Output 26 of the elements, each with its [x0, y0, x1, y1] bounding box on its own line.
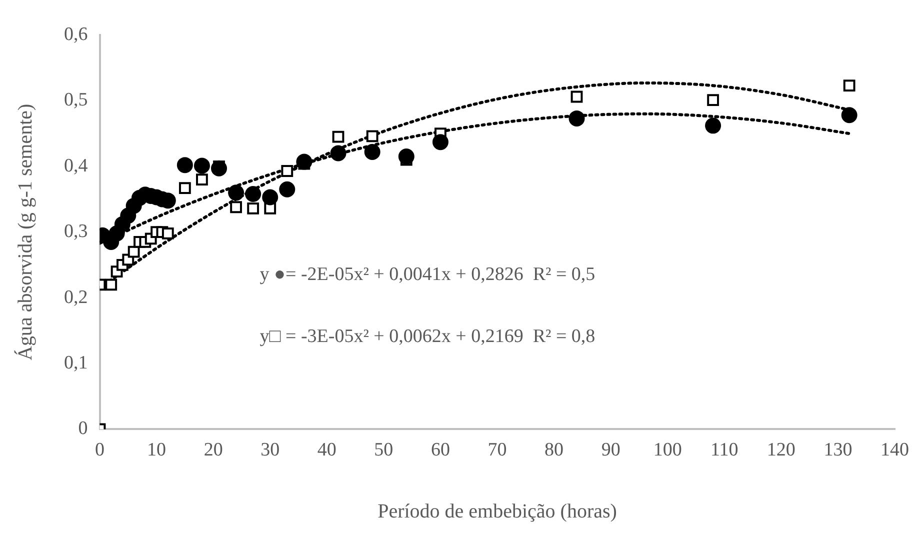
y-tick-label: 0: [78, 418, 88, 440]
y-tick-label: 0,4: [64, 155, 88, 176]
x-tick-label: 10: [147, 440, 166, 461]
x-tick-label: 0: [95, 440, 104, 461]
annotation: y□ = -3E-05x² + 0,0062x + 0,2169 R² = 0,8: [260, 326, 596, 347]
y-tick-label: 0,5: [64, 90, 88, 111]
x-tick-label: 120: [766, 440, 796, 461]
x-tick-label: 130: [824, 440, 852, 461]
y-tick-label: 0,1: [64, 352, 88, 374]
x-tick-label: 110: [710, 440, 738, 461]
x-tick-label: 20: [204, 440, 223, 461]
x-tick-label: 40: [317, 440, 336, 461]
x-tick-label: 100: [653, 440, 682, 461]
x-tick-label: 60: [430, 440, 450, 461]
y-tick-label: 0,2: [64, 286, 88, 308]
x-tick-label: 70: [488, 440, 507, 461]
x-tick-label: 80: [544, 440, 564, 461]
x-tick-label: 90: [601, 440, 620, 461]
x-tick-label: 140: [880, 440, 909, 461]
x-tick-label: 30: [260, 440, 280, 461]
y-tick-label: 0,6: [64, 24, 88, 45]
y-tick-label: 0,3: [64, 221, 88, 242]
y-axis-title: Água absorvida (g g-1 semente): [13, 104, 36, 360]
annotation: y ●= -2E-05x² + 0,0041x + 0,2826 R² = 0,5: [260, 264, 596, 285]
x-axis-title: Período de embebição (horas): [378, 500, 617, 522]
x-tick-label: 50: [374, 440, 394, 461]
